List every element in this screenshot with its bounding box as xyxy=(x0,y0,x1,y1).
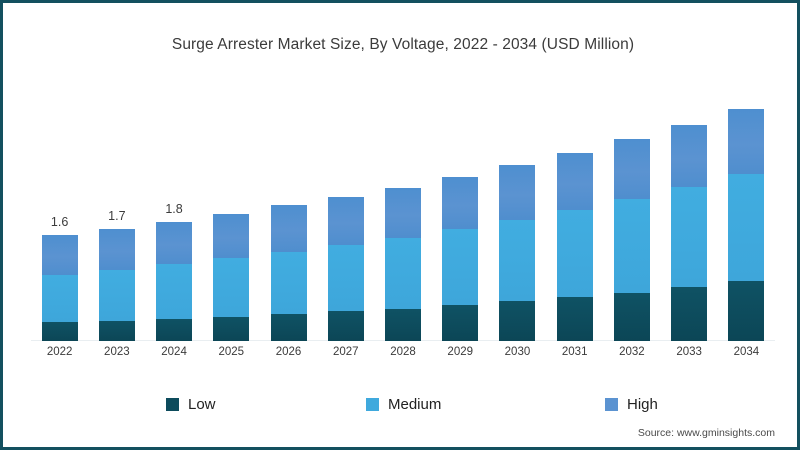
legend-label-medium: Medium xyxy=(388,395,442,413)
bar-segment-high[interactable] xyxy=(499,165,536,220)
bar-stack xyxy=(442,176,479,341)
bar-stack xyxy=(385,187,421,341)
bar-segment-medium[interactable] xyxy=(327,245,364,312)
bar-segment-medium[interactable] xyxy=(41,274,78,323)
bar-segment-high[interactable] xyxy=(613,139,650,199)
bar-segment-medium[interactable] xyxy=(728,173,765,282)
bar-segment-low[interactable] xyxy=(556,297,593,341)
bar-segment-medium[interactable] xyxy=(499,219,536,302)
bar-segment-high[interactable] xyxy=(556,153,593,211)
x-tick-2026: 2026 xyxy=(275,346,302,358)
bar-segment-high[interactable] xyxy=(98,228,135,270)
legend-swatch-low xyxy=(166,397,179,411)
x-tick-2031: 2031 xyxy=(561,346,588,358)
bar-stack xyxy=(98,228,135,341)
x-tick-2032: 2032 xyxy=(619,346,645,358)
bar-segment-high[interactable] xyxy=(270,205,307,252)
bar-value-label: 1.6 xyxy=(50,215,69,230)
chart-legend: Low Medium High xyxy=(3,392,797,416)
bar-stack xyxy=(156,221,193,341)
x-tick-2022: 2022 xyxy=(46,346,73,358)
bar-segment-medium[interactable] xyxy=(556,210,593,298)
bar-stack xyxy=(671,124,708,341)
bar-segment-medium[interactable] xyxy=(156,264,193,319)
bar-stack xyxy=(556,153,593,341)
bar-segment-high[interactable] xyxy=(213,214,250,259)
bar-segment-high[interactable] xyxy=(327,196,364,246)
legend-item-medium[interactable]: Medium xyxy=(366,392,441,416)
bar-segment-low[interactable] xyxy=(728,281,765,341)
bar-segment-low[interactable] xyxy=(442,305,479,341)
bar-segment-low[interactable] xyxy=(499,301,536,341)
bar-segment-medium[interactable] xyxy=(442,229,479,306)
bar-value-label: 1.8 xyxy=(165,201,183,216)
x-tick-2027: 2027 xyxy=(332,346,359,358)
bar-segment-medium[interactable] xyxy=(671,186,708,288)
legend-swatch-high xyxy=(605,397,618,411)
source-attribution: Source: www.gminsights.com xyxy=(637,427,775,439)
x-tick-2023: 2023 xyxy=(104,346,130,358)
x-tick-2033: 2033 xyxy=(676,346,702,358)
x-tick-2025: 2025 xyxy=(218,346,245,358)
bar-segment-high[interactable] xyxy=(671,124,708,187)
bar-segment-low[interactable] xyxy=(613,292,650,341)
x-tick-2028: 2028 xyxy=(390,346,416,358)
legend-swatch-medium xyxy=(366,397,379,411)
legend-label-low: Low xyxy=(188,395,216,413)
bar-segment-low[interactable] xyxy=(213,316,250,341)
bar-segment-high[interactable] xyxy=(41,235,78,275)
x-tick-2034: 2034 xyxy=(733,346,760,358)
bar-segment-low[interactable] xyxy=(327,311,364,341)
bar-segment-medium[interactable] xyxy=(98,269,135,321)
bar-segment-low[interactable] xyxy=(385,308,421,341)
bar-stack xyxy=(41,235,78,341)
chart-title: Surge Arrester Market Size, By Voltage, … xyxy=(171,36,635,53)
bar-segment-high[interactable] xyxy=(442,176,479,230)
x-tick-2029: 2029 xyxy=(447,346,474,358)
x-tick-2024: 2024 xyxy=(161,346,187,358)
bar-segment-medium[interactable] xyxy=(613,198,650,293)
legend-item-low[interactable]: Low xyxy=(166,392,216,416)
bar-segment-low[interactable] xyxy=(156,318,193,341)
bar-segment-medium[interactable] xyxy=(270,251,307,314)
bar-stack xyxy=(270,205,307,341)
bar-segment-medium[interactable] xyxy=(213,258,250,317)
bar-segment-high[interactable] xyxy=(156,221,193,265)
legend-item-high[interactable]: High xyxy=(605,392,658,416)
bar-segment-high[interactable] xyxy=(728,108,765,174)
bar-segment-low[interactable] xyxy=(671,287,708,341)
bar-segment-low[interactable] xyxy=(41,322,78,341)
bar-value-label: 1.7 xyxy=(108,208,126,223)
bar-segment-low[interactable] xyxy=(98,320,135,341)
bar-stack xyxy=(728,108,765,341)
bar-stack xyxy=(213,214,250,341)
bar-stack xyxy=(499,165,536,341)
x-tick-2030: 2030 xyxy=(504,346,531,358)
bar-segment-medium[interactable] xyxy=(385,237,421,309)
bar-segment-low[interactable] xyxy=(270,313,307,341)
plot-area: 1.6 1.7 1.8 xyxy=(31,83,775,341)
legend-label-high: High xyxy=(627,395,658,413)
bar-stack xyxy=(327,196,364,341)
bar-segment-high[interactable] xyxy=(385,187,421,238)
x-axis-tick-labels: 2022 2023 2024 2025 2026 2027 2028 2029 2030 2031… xyxy=(31,346,775,366)
bar-stack xyxy=(613,139,650,341)
